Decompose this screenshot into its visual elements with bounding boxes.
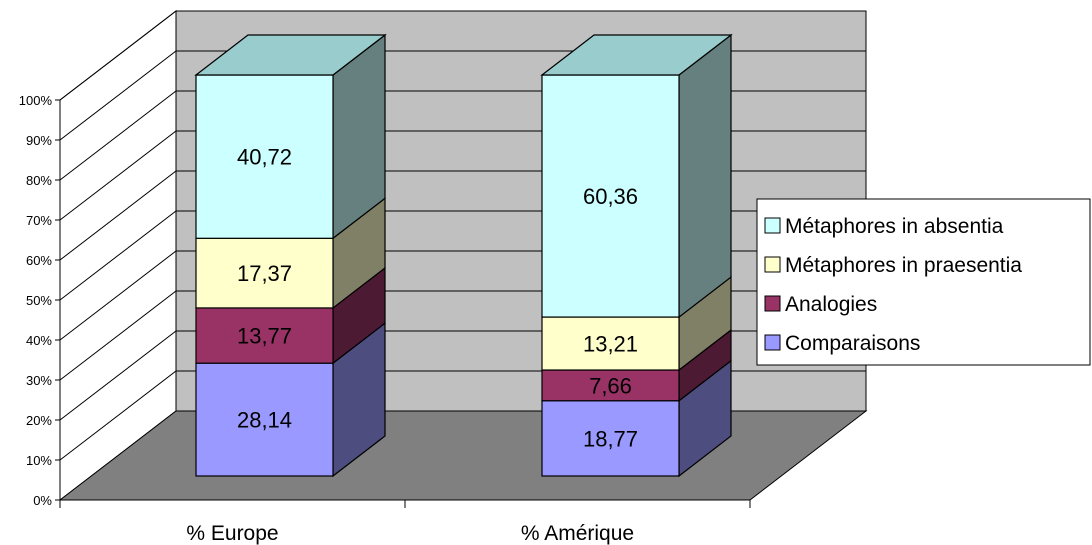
legend-label: Métaphores in praesentia bbox=[785, 254, 1022, 277]
bar-segment bbox=[195, 237, 334, 309]
legend-swatch bbox=[764, 256, 781, 273]
legend-label: Métaphores in absentia bbox=[785, 215, 1004, 238]
data-label: 13,21 bbox=[583, 332, 638, 357]
y-tick-label: 40% bbox=[26, 333, 52, 348]
data-label: 17,37 bbox=[237, 261, 292, 286]
legend-box bbox=[756, 198, 1091, 366]
y-tick-label: 60% bbox=[26, 253, 52, 268]
legend-swatch bbox=[764, 334, 781, 351]
legend-label: Analogies bbox=[785, 293, 877, 316]
y-tick-label: 20% bbox=[26, 413, 52, 428]
category-labels: % Europe % Amérique bbox=[59, 500, 751, 545]
bar-segment bbox=[195, 74, 334, 239]
data-label: 60,36 bbox=[583, 184, 638, 209]
bar-segment bbox=[541, 369, 680, 402]
bar-segment bbox=[195, 307, 334, 364]
data-label: 13,77 bbox=[237, 324, 292, 349]
legend-label: Comparaisons bbox=[785, 332, 920, 355]
legend: Métaphores in absentia Métaphores in prae… bbox=[756, 198, 1091, 366]
data-label: 28,14 bbox=[237, 408, 292, 433]
y-tick-label: 100% bbox=[19, 93, 53, 108]
data-label: 40,72 bbox=[237, 145, 292, 170]
data-label: 18,77 bbox=[583, 426, 638, 451]
legend-swatch bbox=[764, 295, 781, 312]
gridline bbox=[59, 10, 866, 101]
y-tick-label: 0% bbox=[33, 493, 52, 508]
category-label: % Amérique bbox=[521, 522, 634, 545]
bar-side bbox=[678, 33, 732, 319]
bar-top bbox=[194, 34, 387, 76]
bar-segment bbox=[541, 316, 680, 371]
bar-segment bbox=[541, 400, 680, 477]
y-axis-ticks: 0% 10% 20% 30% 40% 50% 60% 70% 80% 90% 100% bbox=[19, 93, 60, 508]
y-tick-label: 50% bbox=[26, 293, 52, 308]
y-tick-label: 10% bbox=[26, 453, 52, 468]
bar-stack: 28,14 13,77 17,37 40,72 bbox=[194, 33, 387, 478]
bars: 28,14 13,77 17,37 40,72 18,77 7,66 13,21 60,36 bbox=[194, 33, 733, 478]
bar-top bbox=[540, 34, 733, 76]
category-label: % Europe bbox=[186, 522, 278, 545]
bar-stack: 18,77 7,66 13,21 60,36 bbox=[540, 33, 733, 478]
legend-swatch bbox=[764, 217, 781, 234]
y-tick-label: 70% bbox=[26, 213, 52, 228]
y-tick-label: 30% bbox=[26, 373, 52, 388]
bar-segment bbox=[195, 362, 334, 477]
chart-walls bbox=[58, 9, 868, 502]
bar-segment bbox=[541, 74, 680, 318]
y-tick-label: 90% bbox=[26, 133, 52, 148]
y-tick-label: 80% bbox=[26, 173, 52, 188]
data-label: 7,66 bbox=[589, 373, 632, 398]
floor bbox=[58, 410, 868, 501]
